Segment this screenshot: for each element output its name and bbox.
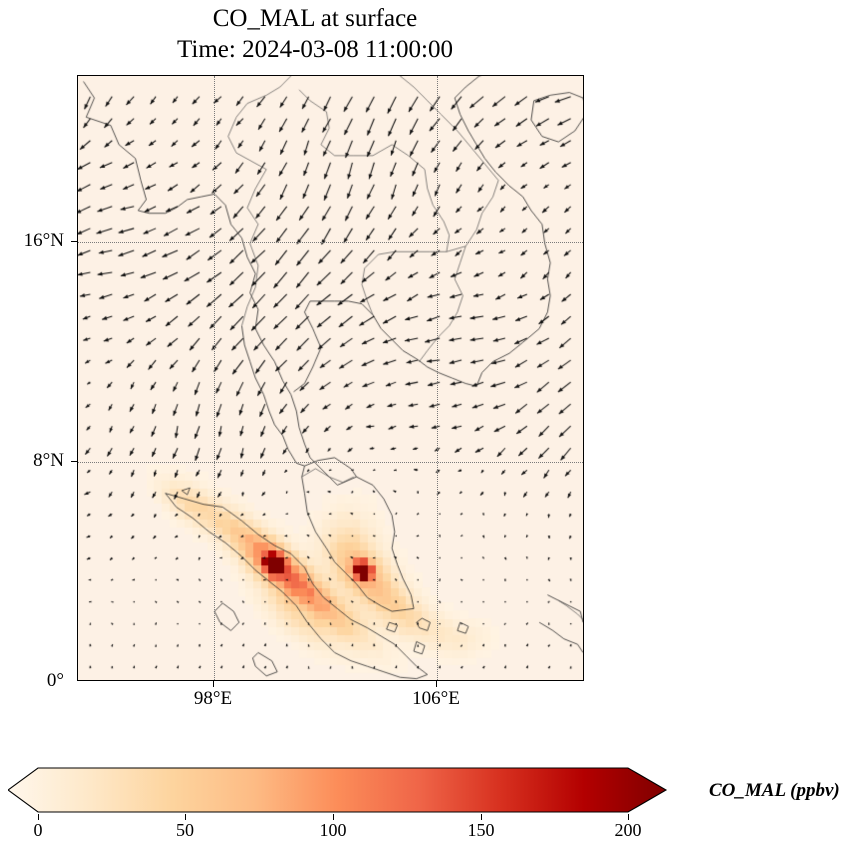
- colorbar-tick-0: [38, 814, 40, 820]
- figure-title: CO_MAL at surface Time: 2024-03-08 11:00…: [0, 4, 630, 65]
- y-axis-label-0: 0°: [46, 670, 64, 691]
- colorbar-tick-200: [628, 814, 630, 820]
- x-axis-label-98E: 98°E: [193, 688, 233, 709]
- x-axis-label-106E: 106°E: [412, 688, 460, 709]
- colorbar-label-50: 50: [176, 820, 194, 840]
- y-axis-label-16N: 16°N: [23, 230, 64, 251]
- y-tick-16N: [71, 241, 77, 243]
- gridline-106E: [437, 76, 438, 680]
- colorbar-label-200: 200: [614, 820, 642, 840]
- colorbar-tick-50: [185, 814, 187, 820]
- gridline-16N: [78, 242, 583, 243]
- colorbar-tick-150: [481, 814, 483, 820]
- colorbar-label-100: 100: [319, 820, 347, 840]
- gridline-8N: [78, 462, 583, 463]
- colorbar-label-150: 150: [467, 820, 495, 840]
- gridline-98E: [214, 76, 215, 680]
- map-plot-area: [77, 75, 584, 681]
- y-tick-8N: [71, 461, 77, 463]
- colorbar: 0 50 100 150 200 CO_MAL (ppbv): [0, 762, 860, 840]
- colorbar-tick-100: [333, 814, 335, 820]
- y-axis-label-8N: 8°N: [33, 450, 64, 471]
- colorbar-title: CO_MAL (ppbv): [709, 780, 840, 801]
- colorbar-label-0: 0: [33, 820, 43, 840]
- x-tick-98E: [213, 681, 215, 687]
- co-concentration-raster: [78, 76, 583, 680]
- figure-title-line-2: Time: 2024-03-08 11:00:00: [177, 35, 453, 63]
- colorbar-gradient: [8, 766, 668, 814]
- x-tick-106E: [436, 681, 438, 687]
- figure-title-line-1: CO_MAL at surface: [212, 5, 418, 32]
